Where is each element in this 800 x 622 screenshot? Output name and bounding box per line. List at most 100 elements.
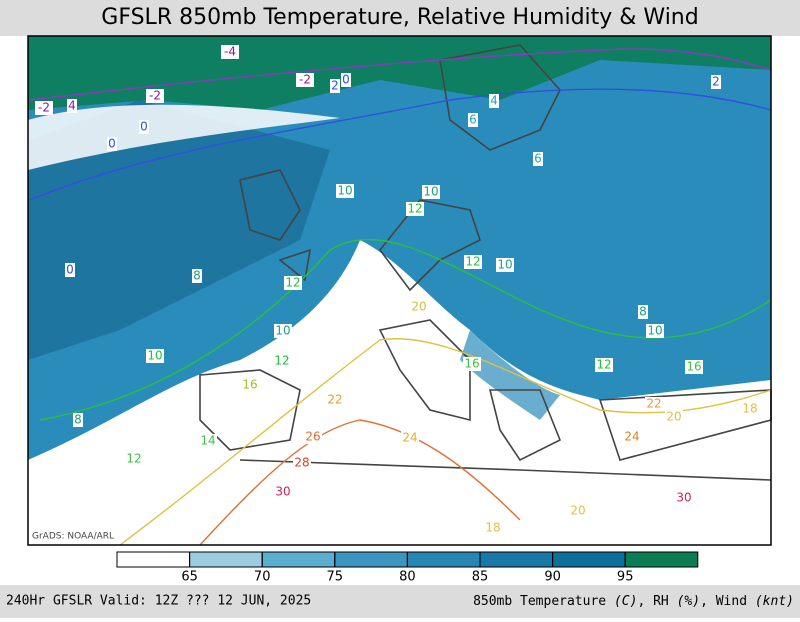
footer-right-part: (%) bbox=[677, 594, 700, 609]
contour-label: 20 bbox=[411, 300, 426, 314]
dry-area bbox=[28, 104, 340, 170]
contour-label-bg bbox=[665, 410, 683, 424]
contour-label-bg bbox=[595, 358, 613, 372]
colorbar-label: 70 bbox=[254, 570, 271, 585]
contour-label-bg bbox=[464, 255, 482, 269]
contour-label-bg bbox=[241, 378, 259, 392]
colorbar-swatch bbox=[624, 551, 699, 568]
contour-label: 18 bbox=[742, 402, 757, 416]
contour-label-bg bbox=[401, 431, 419, 445]
contour-label: 0 bbox=[66, 263, 74, 277]
colorbar-label: 90 bbox=[544, 570, 561, 585]
contour-label-bg bbox=[65, 263, 75, 277]
contour-label: 20 bbox=[666, 410, 681, 424]
contour-label: 0 bbox=[140, 120, 148, 134]
contour-label-bg bbox=[284, 276, 302, 290]
contour-label-bg bbox=[192, 269, 202, 283]
contour-label: 10 bbox=[497, 258, 512, 272]
footer-bar bbox=[0, 585, 800, 618]
footer-right-part: (C) bbox=[614, 594, 637, 609]
contour-label: 30 bbox=[275, 485, 290, 499]
contour-label-bg bbox=[326, 393, 344, 407]
contour-label: 16 bbox=[686, 360, 701, 374]
coastline bbox=[199, 199, 772, 481]
contour-label: 4 bbox=[68, 99, 76, 113]
contour-label-bg bbox=[675, 491, 693, 505]
map-frame bbox=[27, 35, 772, 546]
contour bbox=[29, 88, 772, 201]
contour-label: 20 bbox=[570, 504, 585, 518]
contour-label-bg bbox=[685, 360, 703, 374]
contour-label-bg bbox=[645, 397, 663, 411]
colorbar-swatch bbox=[479, 551, 554, 568]
contour-label: 6 bbox=[469, 113, 477, 127]
contour-label-bg bbox=[406, 202, 424, 216]
contour-label: -2 bbox=[38, 101, 50, 115]
contour-label-bg bbox=[463, 357, 481, 371]
contour-label: 0 bbox=[342, 73, 350, 87]
contour-label: 22 bbox=[646, 397, 661, 411]
contour-label-bg bbox=[199, 434, 217, 448]
contour-label: 12 bbox=[274, 354, 289, 368]
contour-label: 24 bbox=[624, 430, 639, 444]
coastline bbox=[239, 44, 561, 282]
contour-label: 0 bbox=[108, 137, 116, 151]
title: GFSLR 850mb Temperature, Relative Humidi… bbox=[101, 5, 698, 30]
contour-label-bg bbox=[410, 300, 428, 314]
contour-label-bg bbox=[638, 305, 648, 319]
humid-band bbox=[28, 100, 330, 360]
footer-left: 240Hr GFSLR Valid: 12Z ??? 12 JUN, 2025 bbox=[6, 594, 311, 609]
colorbar-swatch bbox=[261, 551, 336, 568]
contour-label: 16 bbox=[464, 357, 479, 371]
contour-label: 8 bbox=[74, 413, 82, 427]
contour-label-bg bbox=[221, 45, 239, 59]
contour bbox=[119, 338, 772, 546]
humid-area bbox=[460, 330, 560, 420]
contour-label: -2 bbox=[299, 73, 311, 87]
credit: GrADS: NOAA/ARL bbox=[32, 532, 114, 542]
contour-label-bg bbox=[274, 324, 292, 338]
contour-label-bg bbox=[484, 521, 502, 535]
contour-label: -4 bbox=[224, 45, 236, 59]
contour-label-bg bbox=[569, 504, 587, 518]
contour-label: 24 bbox=[402, 431, 417, 445]
colorbar-swatch bbox=[406, 551, 481, 568]
footer-right-part: , RH bbox=[637, 594, 676, 609]
footer-right-part: (knt) bbox=[755, 594, 794, 609]
contour-label-bg bbox=[67, 99, 77, 113]
colorbar-label: 95 bbox=[617, 570, 634, 585]
contour-label: 10 bbox=[423, 185, 438, 199]
contour-label: 10 bbox=[147, 349, 162, 363]
contour-label-bg bbox=[336, 184, 354, 198]
title-bar bbox=[0, 0, 800, 36]
contour-label-bg bbox=[35, 101, 53, 115]
contour bbox=[199, 419, 521, 546]
colorbar-label: 80 bbox=[399, 570, 416, 585]
contour-label-bg bbox=[125, 452, 143, 466]
contour-label-bg bbox=[274, 485, 292, 499]
contour-label: 10 bbox=[647, 324, 662, 338]
contour-label-bg bbox=[468, 113, 478, 127]
contour-label: 26 bbox=[305, 430, 320, 444]
colorbar-label: 85 bbox=[472, 570, 489, 585]
contour-label-bg bbox=[711, 75, 721, 89]
contour-label: 12 bbox=[596, 358, 611, 372]
contour-label-bg bbox=[139, 120, 149, 134]
humid-band bbox=[28, 36, 771, 110]
colorbar-swatch bbox=[552, 551, 626, 568]
contour-label-bg bbox=[533, 152, 543, 166]
colorbar-swatch bbox=[334, 551, 408, 568]
contour-label: 8 bbox=[193, 269, 201, 283]
contour-label-bg bbox=[646, 324, 664, 338]
contour-label: 10 bbox=[275, 324, 290, 338]
contour-label: 4 bbox=[490, 94, 498, 108]
contour-label-bg bbox=[496, 258, 514, 272]
contour-label-bg bbox=[489, 94, 499, 108]
colorbar-label: 75 bbox=[327, 570, 344, 585]
colorbar-label: 65 bbox=[181, 570, 198, 585]
contour-label: 12 bbox=[407, 202, 422, 216]
contour-label: 16 bbox=[242, 378, 257, 392]
contour-label-bg bbox=[146, 89, 164, 103]
